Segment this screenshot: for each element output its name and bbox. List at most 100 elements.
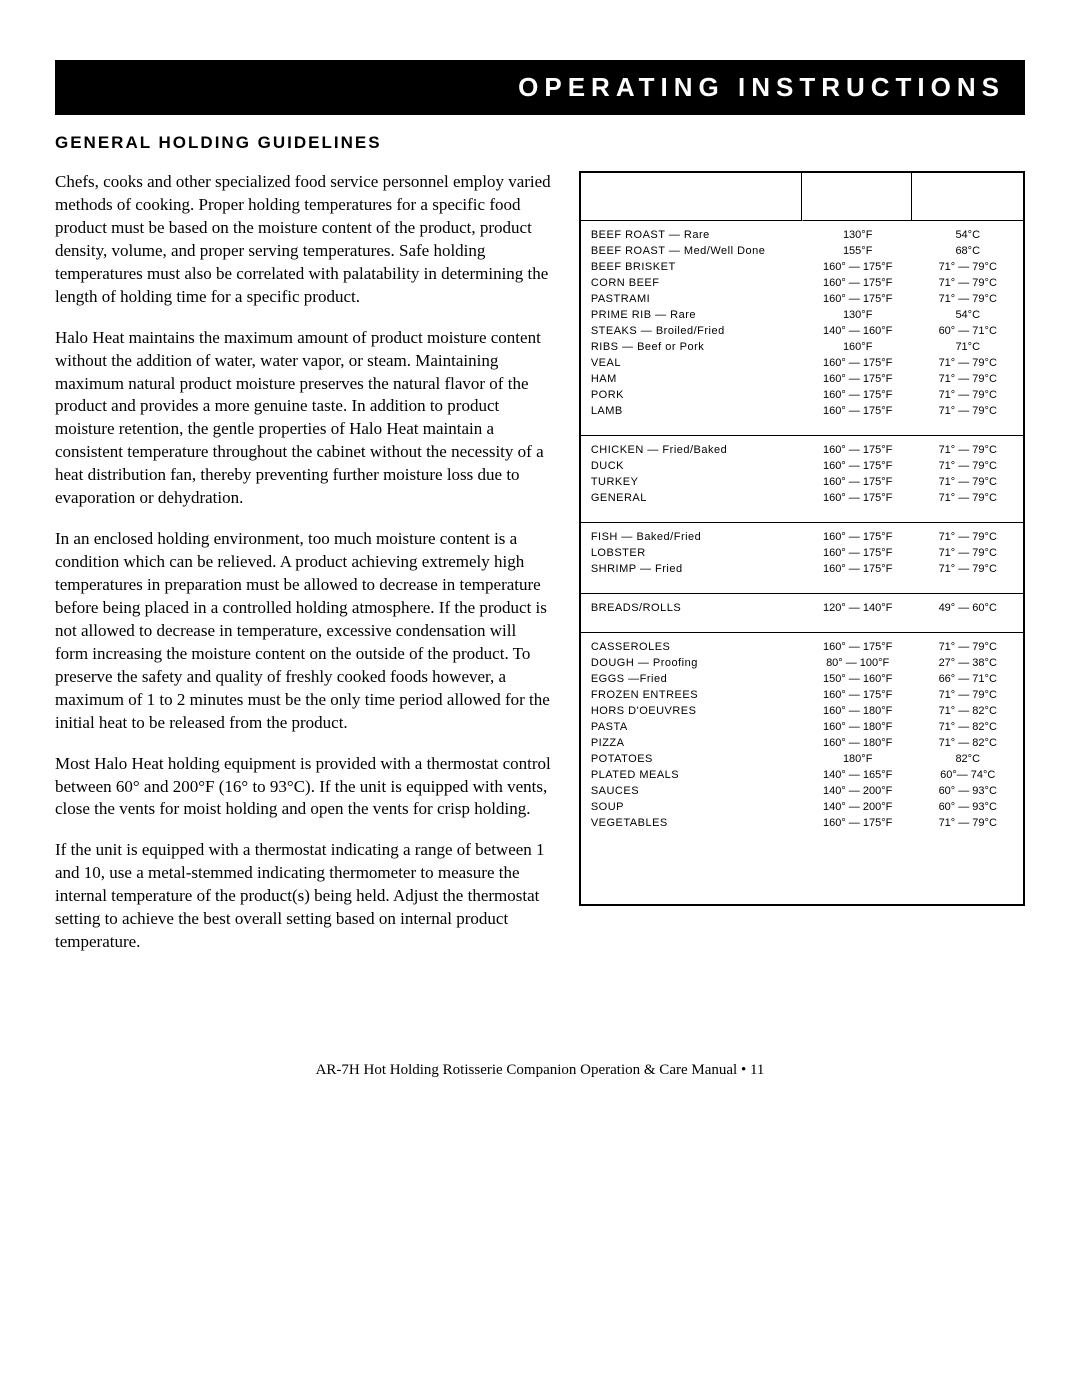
item-cell: DUCK xyxy=(581,460,802,472)
item-cell: PIZZA xyxy=(581,737,802,749)
fahrenheit-cell: 160° — 175°F xyxy=(802,563,913,575)
table-row: PASTRAMI160° — 175°F71° — 79°C xyxy=(581,291,1023,307)
fahrenheit-cell: 160° — 175°F xyxy=(802,492,913,504)
celsius-cell: 54°C xyxy=(912,229,1023,241)
table-row: VEAL160° — 175°F71° — 79°C xyxy=(581,355,1023,371)
celsius-cell: 71°C xyxy=(912,341,1023,353)
fahrenheit-cell: 180°F xyxy=(802,753,913,765)
item-cell: TURKEY xyxy=(581,476,802,488)
table-row: SAUCES140° — 200°F60° — 93°C xyxy=(581,783,1023,799)
fahrenheit-cell: 160° — 175°F xyxy=(802,357,913,369)
celsius-cell: 71° — 79°C xyxy=(912,689,1023,701)
celsius-cell: 60° — 93°C xyxy=(912,785,1023,797)
table-row: BEEF BRISKET160° — 175°F71° — 79°C xyxy=(581,259,1023,275)
table-row: CASSEROLES160° — 175°F71° — 79°C xyxy=(581,639,1023,655)
paragraph: In an enclosed holding environment, too … xyxy=(55,528,551,734)
paragraph: Chefs, cooks and other specialized food … xyxy=(55,171,551,309)
fahrenheit-cell: 160° — 175°F xyxy=(802,293,913,305)
item-cell: CORN BEEF xyxy=(581,277,802,289)
item-cell: PORK xyxy=(581,389,802,401)
temperature-table: BEEF ROAST — Rare130°F54°CBEEF ROAST — M… xyxy=(579,171,1025,906)
content-columns: Chefs, cooks and other specialized food … xyxy=(55,171,1025,972)
item-cell: HAM xyxy=(581,373,802,385)
fahrenheit-cell: 160° — 175°F xyxy=(802,389,913,401)
item-cell: PASTA xyxy=(581,721,802,733)
celsius-cell: 71° — 79°C xyxy=(912,293,1023,305)
table-row: FISH — Baked/Fried160° — 175°F71° — 79°C xyxy=(581,529,1023,545)
item-cell: DOUGH — Proofing xyxy=(581,657,802,669)
celsius-cell: 71° — 79°C xyxy=(912,531,1023,543)
page-header-title: OPERATING INSTRUCTIONS xyxy=(75,72,1005,103)
fahrenheit-cell: 160° — 175°F xyxy=(802,531,913,543)
fahrenheit-cell: 160°F xyxy=(802,341,913,353)
fahrenheit-cell: 130°F xyxy=(802,309,913,321)
celsius-cell: 71° — 79°C xyxy=(912,444,1023,456)
celsius-cell: 71° — 79°C xyxy=(912,817,1023,829)
table-row: GENERAL160° — 175°F71° — 79°C xyxy=(581,490,1023,506)
fahrenheit-cell: 160° — 180°F xyxy=(802,721,913,733)
fahrenheit-cell: 160° — 175°F xyxy=(802,261,913,273)
group-separator xyxy=(581,509,1023,523)
celsius-cell: 71° — 79°C xyxy=(912,460,1023,472)
celsius-cell: 71° — 82°C xyxy=(912,705,1023,717)
fahrenheit-cell: 160° — 175°F xyxy=(802,817,913,829)
item-cell: BEEF ROAST — Med/Well Done xyxy=(581,245,802,257)
item-cell: BEEF ROAST — Rare xyxy=(581,229,802,241)
celsius-cell: 82°C xyxy=(912,753,1023,765)
group-separator xyxy=(581,422,1023,436)
table-row: HORS D'OEUVRES160° — 180°F71° — 82°C xyxy=(581,703,1023,719)
fahrenheit-cell: 160° — 175°F xyxy=(802,373,913,385)
celsius-cell: 54°C xyxy=(912,309,1023,321)
fahrenheit-cell: 140° — 160°F xyxy=(802,325,913,337)
celsius-cell: 68°C xyxy=(912,245,1023,257)
celsius-cell: 71° — 79°C xyxy=(912,641,1023,653)
item-cell: CHICKEN — Fried/Baked xyxy=(581,444,802,456)
item-cell: VEGETABLES xyxy=(581,817,802,829)
item-cell: BREADS/ROLLS xyxy=(581,602,802,614)
celsius-cell: 71° — 79°C xyxy=(912,261,1023,273)
table-group: FISH — Baked/Fried160° — 175°F71° — 79°C… xyxy=(581,523,1023,580)
table-row: CORN BEEF160° — 175°F71° — 79°C xyxy=(581,275,1023,291)
fahrenheit-cell: 120° — 140°F xyxy=(802,602,913,614)
fahrenheit-cell: 160° — 175°F xyxy=(802,277,913,289)
item-cell: CASSEROLES xyxy=(581,641,802,653)
table-row: PORK160° — 175°F71° — 79°C xyxy=(581,387,1023,403)
fahrenheit-cell: 160° — 175°F xyxy=(802,476,913,488)
fahrenheit-cell: 80° — 100°F xyxy=(802,657,913,669)
table-row: EGGS —Fried150° — 160°F66° — 71°C xyxy=(581,671,1023,687)
table-row: BEEF ROAST — Rare130°F54°C xyxy=(581,227,1023,243)
celsius-cell: 66° — 71°C xyxy=(912,673,1023,685)
fahrenheit-cell: 150° — 160°F xyxy=(802,673,913,685)
fahrenheit-cell: 155°F xyxy=(802,245,913,257)
table-row: BEEF ROAST — Med/Well Done155°F68°C xyxy=(581,243,1023,259)
table-row: LAMB160° — 175°F71° — 79°C xyxy=(581,403,1023,419)
table-row: DOUGH — Proofing80° — 100°F27° — 38°C xyxy=(581,655,1023,671)
page-footer: AR-7H Hot Holding Rotisserie Companion O… xyxy=(55,1062,1025,1079)
fahrenheit-cell: 160° — 175°F xyxy=(802,405,913,417)
item-cell: PRIME RIB — Rare xyxy=(581,309,802,321)
paragraph: Most Halo Heat holding equipment is prov… xyxy=(55,753,551,822)
celsius-cell: 71° — 79°C xyxy=(912,563,1023,575)
fahrenheit-cell: 160° — 175°F xyxy=(802,444,913,456)
celsius-cell: 71° — 82°C xyxy=(912,737,1023,749)
celsius-cell: 60° — 71°C xyxy=(912,325,1023,337)
celsius-cell: 60° — 93°C xyxy=(912,801,1023,813)
fahrenheit-cell: 130°F xyxy=(802,229,913,241)
table-group: CASSEROLES160° — 175°F71° — 79°CDOUGH — … xyxy=(581,633,1023,834)
item-cell: HORS D'OEUVRES xyxy=(581,705,802,717)
paragraph: Halo Heat maintains the maximum amount o… xyxy=(55,327,551,511)
celsius-cell: 71° — 79°C xyxy=(912,357,1023,369)
item-cell: GENERAL xyxy=(581,492,802,504)
table-row: PLATED MEALS140° — 165°F60°— 74°C xyxy=(581,767,1023,783)
table-row: SHRIMP — Fried160° — 175°F71° — 79°C xyxy=(581,561,1023,577)
item-cell: RIBS — Beef or Pork xyxy=(581,341,802,353)
celsius-cell: 71° — 82°C xyxy=(912,721,1023,733)
table-row: DUCK160° — 175°F71° — 79°C xyxy=(581,458,1023,474)
fahrenheit-cell: 160° — 175°F xyxy=(802,460,913,472)
celsius-cell: 71° — 79°C xyxy=(912,277,1023,289)
celsius-cell: 71° — 79°C xyxy=(912,476,1023,488)
table-row: PASTA160° — 180°F71° — 82°C xyxy=(581,719,1023,735)
fahrenheit-cell: 140° — 200°F xyxy=(802,801,913,813)
temperature-table-column: BEEF ROAST — Rare130°F54°CBEEF ROAST — M… xyxy=(579,171,1025,906)
page-header: OPERATING INSTRUCTIONS xyxy=(55,60,1025,115)
